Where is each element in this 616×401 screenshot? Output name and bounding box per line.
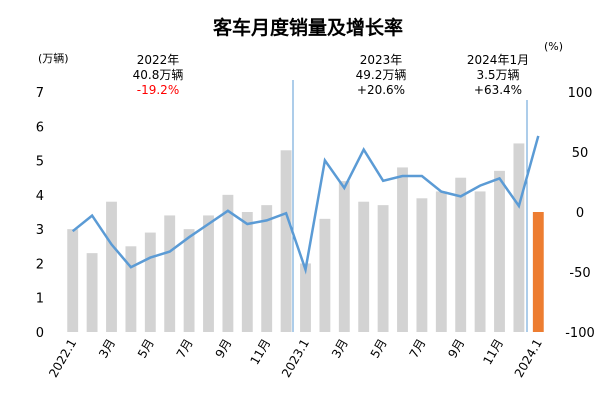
x-tick-label: 7月 bbox=[174, 337, 196, 361]
x-tick-label: 5月 bbox=[368, 337, 390, 361]
y-tick-label: 5 bbox=[36, 155, 44, 170]
bar bbox=[358, 201, 370, 332]
annotation: 2023年 bbox=[360, 53, 403, 67]
y2-tick-label: -50 bbox=[569, 266, 590, 281]
bar bbox=[416, 198, 428, 332]
bar bbox=[106, 201, 117, 332]
bar bbox=[338, 181, 350, 332]
x-tick-label: 2024.1 bbox=[512, 337, 545, 380]
bar bbox=[300, 263, 311, 332]
x-tick-label: 11月 bbox=[480, 337, 506, 368]
y-tick-label: 2 bbox=[36, 257, 44, 272]
bar bbox=[474, 191, 486, 332]
y-axis-label: (万辆) bbox=[38, 51, 69, 65]
annotation: 3.5万辆 bbox=[476, 68, 519, 82]
bar bbox=[319, 218, 331, 332]
bar bbox=[86, 253, 98, 332]
x-tick-label: 7月 bbox=[407, 337, 429, 361]
x-tick-label: 2022.1 bbox=[46, 337, 79, 380]
y-tick-label: 6 bbox=[36, 120, 44, 135]
bar bbox=[222, 194, 234, 332]
bar bbox=[494, 170, 505, 332]
y-tick-label: 4 bbox=[36, 189, 44, 204]
x-tick-label: 5月 bbox=[135, 337, 157, 361]
x-tick-label: 3月 bbox=[96, 337, 118, 361]
bar bbox=[183, 229, 195, 332]
annotation: +63.4% bbox=[474, 83, 522, 97]
y2-tick-label: 100 bbox=[568, 86, 593, 101]
annotation: 2024年1月 bbox=[467, 53, 529, 67]
y-tick-label: 7 bbox=[36, 86, 44, 101]
y2-tick-label: -100 bbox=[565, 326, 595, 341]
bar bbox=[377, 205, 389, 332]
bar bbox=[144, 232, 156, 332]
y2-axis-label: (%) bbox=[544, 40, 563, 53]
annotation: 2022年 bbox=[137, 53, 180, 67]
chart-title: 客车月度销量及增长率 bbox=[213, 16, 403, 39]
x-tick-label: 11月 bbox=[248, 337, 274, 368]
annotation: +20.6% bbox=[357, 83, 405, 97]
annotation: 49.2万辆 bbox=[356, 68, 407, 82]
bar bbox=[241, 212, 253, 332]
bar bbox=[513, 143, 525, 332]
bar bbox=[435, 191, 447, 332]
bar bbox=[280, 150, 292, 332]
y2-tick-label: 0 bbox=[576, 206, 584, 221]
y2-tick-label: 50 bbox=[572, 146, 589, 161]
bar bbox=[67, 229, 79, 332]
bar bbox=[164, 215, 176, 332]
y-tick-label: 0 bbox=[36, 326, 44, 341]
y-tick-label: 3 bbox=[36, 223, 44, 238]
bar bbox=[532, 212, 544, 332]
bar bbox=[261, 205, 273, 332]
bar bbox=[203, 215, 214, 332]
bar bbox=[455, 177, 467, 332]
annotation: -19.2% bbox=[137, 83, 179, 97]
x-tick-label: 9月 bbox=[445, 337, 467, 361]
x-tick-label: 2023.1 bbox=[279, 337, 312, 380]
x-tick-label: 3月 bbox=[329, 337, 351, 361]
bar bbox=[125, 246, 137, 332]
y-tick-label: 1 bbox=[36, 292, 44, 307]
bar bbox=[397, 167, 408, 332]
annotation: 40.8万辆 bbox=[133, 68, 184, 82]
x-tick-label: 9月 bbox=[213, 337, 235, 361]
line bbox=[71, 135, 540, 275]
